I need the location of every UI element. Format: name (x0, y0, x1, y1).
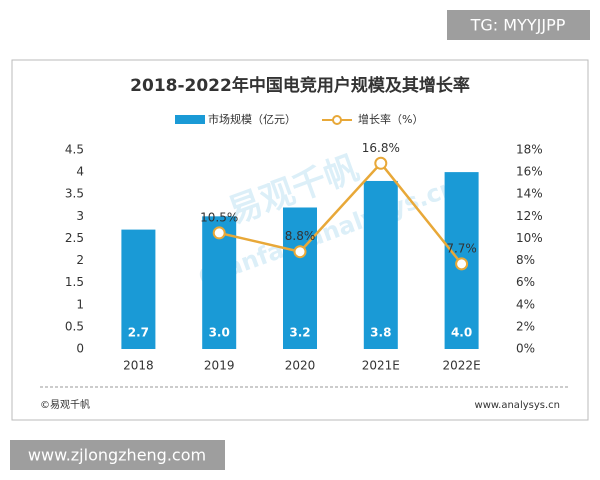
y2-tick-label: 2% (516, 319, 535, 333)
y2-tick-label: 4% (516, 297, 535, 311)
tag-box (447, 10, 590, 40)
y-tick-label: 0 (76, 342, 84, 356)
line-point (455, 257, 469, 271)
line-point (212, 226, 226, 240)
y-tick-label: 0.5 (65, 319, 84, 333)
y-tick-label: 2 (76, 253, 84, 267)
y-tick-label: 1 (76, 297, 84, 311)
y2-tick-label: 6% (516, 275, 535, 289)
tag: TG: MYYJJPP (470, 16, 566, 35)
legend-label: 市场规模（亿元） (208, 112, 296, 126)
bar-label: 3.2 (289, 326, 310, 340)
bar (121, 229, 156, 349)
y2-tick-label: 12% (516, 209, 543, 223)
y-tick-label: 3.5 (65, 187, 84, 201)
bar-label: 2.7 (128, 326, 149, 340)
x-tick-label: 2018 (123, 359, 154, 373)
frame (11, 59, 589, 421)
y-tick-label: 1.5 (65, 275, 84, 289)
point-label: 7.7% (446, 241, 477, 255)
bar (283, 207, 317, 349)
y2-tick-label: 0% (516, 342, 535, 356)
legend-swatch (175, 115, 205, 124)
x-tick-label: 2019 (204, 359, 235, 373)
bar (363, 180, 398, 349)
point-label: 16.8% (362, 141, 400, 155)
line-point (374, 156, 388, 170)
y-tick-label: 4 (76, 165, 84, 179)
y2-tick-label: 18% (516, 143, 543, 157)
line (218, 161, 463, 265)
point-label: 8.8% (285, 229, 316, 243)
bar-label: 3.0 (209, 326, 230, 340)
bar-label: 3.8 (370, 326, 391, 340)
y-tick-label: 4.5 (65, 143, 84, 157)
point-label: 10.5% (200, 210, 238, 224)
x-tick-label: 2022E (443, 359, 481, 373)
y-tick-label: 3 (76, 209, 84, 223)
legend-swatch (332, 115, 342, 125)
x-tick-label: 2021E (362, 359, 400, 373)
site-box (10, 440, 225, 470)
y2-tick-label: 16% (516, 165, 543, 179)
x-tick-label: 2020 (285, 359, 316, 373)
footer-left: ©易观千帆 (40, 398, 90, 411)
site: www.zjlongzheng.com (28, 446, 206, 465)
y2-tick-label: 10% (516, 231, 543, 245)
y2-tick-label: 8% (516, 253, 535, 267)
bar-label: 4.0 (451, 326, 472, 340)
line-point (293, 245, 307, 259)
chart-title: 2018-2022年中国电竞用户规模及其增长率 (130, 75, 470, 96)
y2-tick-label: 14% (516, 187, 543, 201)
legend-label: 增长率（%） (358, 112, 423, 126)
footer-right: www.analysys.cn (475, 400, 560, 411)
y-tick-label: 2.5 (65, 231, 84, 245)
